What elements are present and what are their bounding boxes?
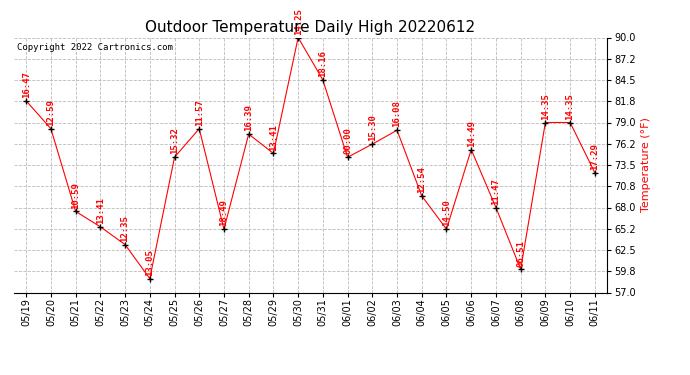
Text: 18:16: 18:16 <box>318 50 327 77</box>
Text: 14:35: 14:35 <box>566 93 575 120</box>
Text: 14:35: 14:35 <box>541 93 550 120</box>
Text: 13:05: 13:05 <box>146 249 155 276</box>
Text: 11:57: 11:57 <box>195 99 204 126</box>
Text: 12:54: 12:54 <box>417 166 426 193</box>
Text: 18:49: 18:49 <box>219 200 228 226</box>
Text: 17:29: 17:29 <box>591 143 600 170</box>
Text: 16:47: 16:47 <box>21 71 30 98</box>
Text: 16:08: 16:08 <box>393 100 402 128</box>
Text: Copyright 2022 Cartronics.com: Copyright 2022 Cartronics.com <box>17 43 172 52</box>
Text: 14:49: 14:49 <box>466 120 475 147</box>
Y-axis label: Temperature (°F): Temperature (°F) <box>641 118 651 212</box>
Title: Outdoor Temperature Daily High 20220612: Outdoor Temperature Daily High 20220612 <box>146 20 475 35</box>
Text: 14:25: 14:25 <box>294 8 303 35</box>
Text: 14:50: 14:50 <box>442 200 451 226</box>
Text: 13:41: 13:41 <box>96 197 105 224</box>
Text: 15:32: 15:32 <box>170 128 179 154</box>
Text: 12:35: 12:35 <box>121 215 130 242</box>
Text: 00:00: 00:00 <box>343 128 352 154</box>
Text: 13:41: 13:41 <box>269 124 278 151</box>
Text: 16:39: 16:39 <box>244 105 253 131</box>
Text: 06:51: 06:51 <box>516 240 525 267</box>
Text: 11:47: 11:47 <box>491 178 500 205</box>
Text: 12:59: 12:59 <box>46 99 55 126</box>
Text: 15:30: 15:30 <box>368 114 377 141</box>
Text: 10:59: 10:59 <box>71 182 80 209</box>
